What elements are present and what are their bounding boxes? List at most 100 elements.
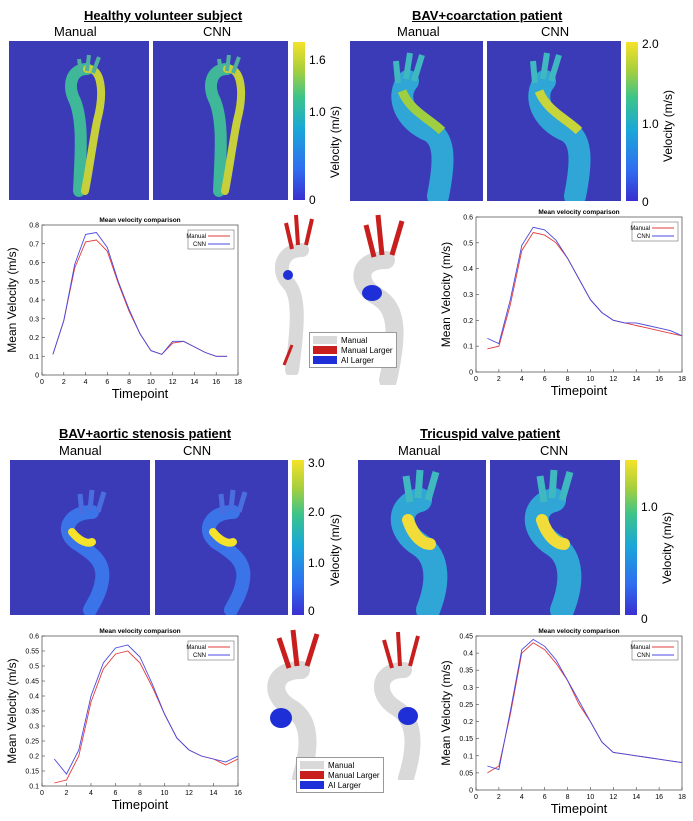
aorta-velocity-shape [60,489,110,615]
legend-manual-larger: Manual Larger [328,770,380,780]
colorbar-tick: 1.0 [641,500,658,514]
series-line-manual [52,239,228,357]
x-tick-label: 2 [497,794,501,801]
y-tick-label: 0.1 [463,344,473,351]
x-tick-label: 4 [89,790,93,797]
y-tick-label: 0.2 [463,318,473,325]
colorbar-unit: Velocity (m/s) [328,105,342,178]
chart-title: Mean velocity comparison [99,628,180,635]
x-axis-label: Timepoint [112,386,169,401]
x-tick-label: 12 [185,790,193,797]
legend-3d: Manual Manual Larger AI Larger [296,757,384,793]
legend-manual: Manual [341,335,368,345]
y-tick-label: 0.15 [25,769,39,776]
x-tick-label: 0 [40,379,44,386]
aorta-velocity-shape [65,54,106,197]
y-tick-label: 0.2 [29,754,39,761]
colorbar-tick: 2.0 [642,37,659,51]
x-axis-label: Timepoint [551,801,608,816]
x-tick-label: 14 [632,794,640,801]
plot-area [475,635,683,791]
y-tick-label: 0.4 [29,298,39,305]
x-tick-label: 12 [609,376,617,383]
colorbar [625,460,637,615]
map-label-manual: Manual [54,24,97,39]
y-tick-label: 0.45 [459,634,473,641]
x-tick-label: 4 [520,376,524,383]
y-tick-label: 0.8 [29,223,39,230]
aorta-velocity-shape [391,52,454,201]
y-tick-label: 0 [35,373,39,380]
x-tick-label: 16 [212,379,220,386]
x-tick-label: 16 [655,794,663,801]
y-tick-label: 0 [469,788,473,795]
y-tick-label: 0.6 [29,260,39,267]
mean-velocity-chart-stenosis: Mean velocity comparison 0 2 4 6 8 10 12 14 16 0.1… [5,628,242,812]
colorbar-tick: 0 [308,604,315,618]
x-tick-label: 6 [543,376,547,383]
y-tick-label: 0.2 [29,335,39,342]
legend-label: Manual [630,645,650,651]
colorbar [293,42,305,200]
colorbar-tick: 1.6 [309,53,326,67]
map-label-manual: Manual [59,443,102,458]
map-label-cnn: CNN [540,443,569,458]
aorta-3d-render [274,214,314,375]
series-line-manual [487,642,683,774]
legend-ai-larger: AI Larger [341,355,374,365]
map-label-cnn: CNN [183,443,212,458]
x-tick-label: 12 [169,379,177,386]
y-tick-label: 0.6 [29,634,39,641]
aorta-velocity-shape [390,469,448,615]
y-tick-label: 0.4 [463,266,473,273]
aorta-velocity-shape [205,54,246,197]
series-line-cnn [52,232,228,357]
aorta-velocity-shape [524,469,582,615]
colorbar-tick: 0 [641,612,648,626]
series-line-cnn [53,644,239,775]
colorbar-tick: 1.0 [308,556,325,570]
legend-manual-larger: Manual Larger [341,345,393,355]
series-line-manual [487,231,683,350]
y-tick-label: 0.25 [25,739,39,746]
aorta-velocity-shape [528,52,591,201]
x-tick-label: 10 [161,790,169,797]
x-tick-label: 10 [587,794,595,801]
colorbar-unit: Velocity (m/s) [661,89,675,162]
chart-title: Mean velocity comparison [99,217,180,224]
aorta-3d-render [373,631,421,780]
x-tick-label: 18 [234,379,242,386]
x-tick-label: 2 [65,790,69,797]
y-tick-label: 0.7 [29,241,39,248]
legend-label: Manual [630,226,650,232]
colorbar-tick: 3.0 [308,456,325,470]
y-axis-label: Mean Velocity (m/s) [5,247,19,352]
y-axis-label: Mean Velocity (m/s) [5,658,19,763]
colorbar [292,460,304,615]
y-tick-label: 0 [469,370,473,377]
panel-title-tricuspid: Tricuspid valve patient [420,426,561,441]
x-tick-label: 16 [234,790,242,797]
colorbar-tick: 0 [642,195,649,209]
colorbar-unit: Velocity (m/s) [660,511,674,584]
legend-label: CNN [193,653,206,659]
velocity-map-manual [10,460,150,615]
velocity-map-manual [358,460,486,615]
x-tick-label: 6 [105,379,109,386]
colorbar-tick: 2.0 [308,505,325,519]
mean-velocity-chart-coarctation: Mean velocity comparison 0 2 4 6 8 10 12 14 16 18 0… [439,209,686,398]
y-tick-label: 0.35 [459,668,473,675]
x-tick-label: 4 [520,794,524,801]
map-label-manual: Manual [397,24,440,39]
y-tick-label: 0.4 [29,694,39,701]
velocity-map-cnn [487,41,621,201]
mean-velocity-chart-tricuspid: Mean velocity comparison 0 2 4 6 8 10 12 14 16 18 0… [439,628,686,816]
legend-3d: Manual Manual Larger AI Larger [309,332,397,368]
y-tick-label: 0.3 [463,685,473,692]
legend-label: Manual [186,234,206,240]
x-axis-label: Timepoint [551,383,608,398]
map-label-cnn: CNN [541,24,570,39]
panel-title-healthy: Healthy volunteer subject [84,8,243,23]
velocity-map-manual [350,41,483,201]
y-tick-label: 0.3 [463,292,473,299]
